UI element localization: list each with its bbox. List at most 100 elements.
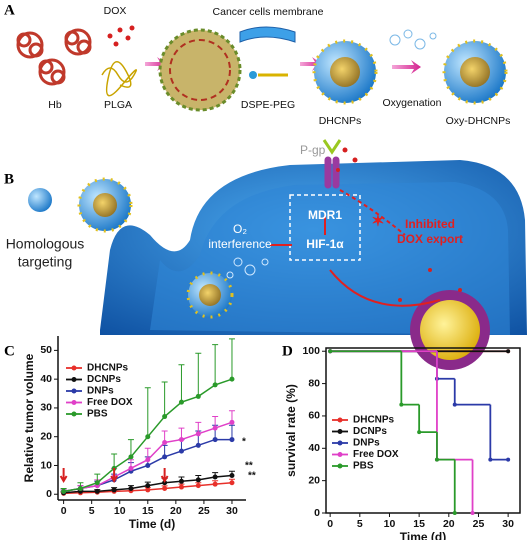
data-point xyxy=(212,437,218,443)
data-point xyxy=(61,488,67,494)
data-point xyxy=(178,448,184,454)
x-tick-label: 0 xyxy=(327,518,333,530)
down-arrow xyxy=(322,139,342,155)
legend-label: DCNPs xyxy=(87,374,121,385)
oxygen-bubbles xyxy=(226,257,269,279)
dox-dots xyxy=(336,147,462,302)
data-point xyxy=(162,439,168,445)
data-point xyxy=(229,419,235,425)
data-point xyxy=(77,485,83,491)
panel-label: A xyxy=(4,2,15,18)
x-tick-label: 20 xyxy=(170,505,182,517)
x-tick-label: 15 xyxy=(413,518,425,530)
particle-core xyxy=(199,284,221,306)
y-axis-label: Relative tumor volume xyxy=(22,353,36,482)
y-tick-label: 30 xyxy=(40,402,52,414)
label: O₂ xyxy=(233,222,247,236)
plot-frame xyxy=(325,347,521,514)
data-point xyxy=(229,437,235,443)
nanoparticle xyxy=(158,28,242,112)
data-point xyxy=(145,462,151,468)
legend-marker xyxy=(71,388,77,394)
legend-marker xyxy=(337,417,343,423)
x-tick-label: 25 xyxy=(198,505,210,517)
panel-label: B xyxy=(4,171,14,187)
error-bar xyxy=(161,381,168,417)
data-point xyxy=(195,477,201,483)
legend-label: Free DOX xyxy=(87,397,133,408)
legend-label: DCNPs xyxy=(353,426,387,437)
x-tick-label: 20 xyxy=(443,518,455,530)
dox-dots xyxy=(107,25,135,47)
data-point xyxy=(212,425,218,431)
x-axis-label: Time (d) xyxy=(129,517,175,531)
legend-label: PBS xyxy=(87,409,108,420)
label: MDR1 xyxy=(308,208,342,222)
particle-small xyxy=(28,188,52,212)
pathway xyxy=(270,215,441,307)
data-point xyxy=(399,402,404,407)
data-point xyxy=(145,457,151,463)
data-point xyxy=(229,480,235,486)
annotation: ** xyxy=(248,471,256,482)
data-point xyxy=(178,437,184,443)
data-point xyxy=(162,485,168,491)
data-point xyxy=(178,478,184,484)
data-point xyxy=(128,465,134,471)
data-point xyxy=(111,487,117,493)
legend-marker xyxy=(337,440,343,446)
y-tick-label: 0 xyxy=(46,488,52,500)
pgp-protein xyxy=(324,156,340,189)
error-bar xyxy=(178,364,185,403)
data-point xyxy=(452,402,457,407)
label: Oxygenation xyxy=(383,97,442,109)
y-tick-label: 0 xyxy=(314,507,320,519)
data-point xyxy=(470,511,475,515)
label: Hb xyxy=(48,99,62,111)
legend-marker xyxy=(337,429,343,434)
error-bar xyxy=(127,439,134,457)
data-point xyxy=(195,442,201,448)
particle-core xyxy=(330,57,360,87)
data-point xyxy=(94,480,100,486)
data-point xyxy=(452,511,457,515)
y-tick-label: 40 xyxy=(308,442,320,454)
x-tick-label: 30 xyxy=(226,505,238,517)
dose-arrow xyxy=(160,468,169,483)
y-axis-label: survival rate (%) xyxy=(284,384,298,477)
data-point xyxy=(145,483,151,489)
oxygen-bubbles xyxy=(389,29,437,50)
label: interference xyxy=(208,237,272,251)
data-point xyxy=(195,431,201,437)
data-point xyxy=(506,457,511,462)
nanoparticle-core xyxy=(169,39,231,101)
panel-a: A DOX Cancer cells membrane Hb PLGA DSPE… xyxy=(4,2,510,126)
data-point xyxy=(128,485,134,491)
data-point xyxy=(195,393,201,399)
panel-label: D xyxy=(282,343,293,359)
peg-icon xyxy=(249,71,257,79)
label: Inhibited xyxy=(405,217,455,231)
data-point xyxy=(162,454,168,460)
x-tick-label: 10 xyxy=(384,518,396,530)
annotation: ** xyxy=(245,461,253,472)
legend-marker xyxy=(337,463,343,469)
x-tick-label: 10 xyxy=(114,505,126,517)
data-point xyxy=(212,474,218,480)
y-tick-label: 20 xyxy=(40,430,52,442)
data-point xyxy=(162,414,168,420)
label: DOX export xyxy=(397,232,463,246)
legend-label: DHCNPs xyxy=(353,415,395,426)
data-point xyxy=(178,399,184,405)
legend-label: DNPs xyxy=(87,386,114,397)
y-tick-label: 60 xyxy=(308,410,320,422)
y-tick-label: 10 xyxy=(40,459,52,471)
y-tick-label: 40 xyxy=(40,373,52,385)
legend-marker xyxy=(71,377,77,382)
panel-label: C xyxy=(4,343,15,359)
annotation: * xyxy=(242,437,246,448)
x-tick-label: 0 xyxy=(61,505,67,517)
x-tick-label: 5 xyxy=(357,518,363,530)
particle-core xyxy=(460,57,490,87)
